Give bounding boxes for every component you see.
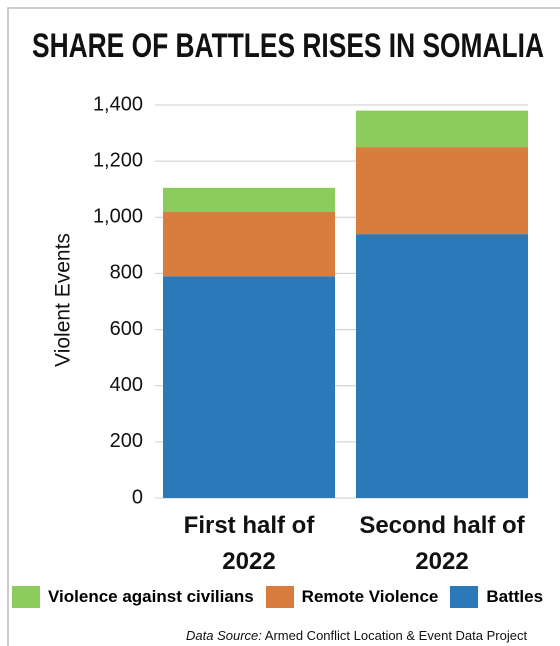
legend-item: Violence against civilians [12, 586, 254, 608]
bar-segment [356, 147, 528, 235]
legend-label: Remote Violence [301, 587, 439, 606]
y-tick-label: 1,400 [93, 93, 143, 115]
frame [7, 7, 560, 646]
y-tick-label: 0 [132, 486, 143, 508]
legend-swatch [265, 586, 294, 608]
legend-item: Remote Violence [265, 586, 439, 608]
legend-label: Battles [486, 587, 544, 606]
legend-label: Violence against civilians [48, 587, 254, 606]
bar-segment [356, 110, 528, 148]
bar-segment [163, 276, 335, 498]
legend-item: Battles [450, 586, 543, 608]
source: Data Source: Armed Conflict Location & E… [186, 628, 527, 643]
y-tick-label: 1,000 [93, 206, 143, 228]
y-axis-label: Violent Events [52, 233, 75, 367]
chart-title: SHARE OF BATTLES RISES IN SOMALIA [32, 27, 544, 65]
y-tick-label: 600 [110, 318, 143, 340]
bar-segment [163, 187, 335, 212]
legend: Violence against civilians Remote Violenc… [12, 586, 543, 608]
y-tick-label: 400 [110, 374, 143, 396]
legend-swatch [12, 586, 40, 608]
source-label: Data Source: [186, 628, 262, 643]
y-tick-label: 1,200 [93, 149, 143, 171]
bar-segment [163, 211, 335, 277]
x-tick-label: Second half of 2022 [359, 512, 525, 575]
y-tick-label: 200 [110, 430, 143, 452]
legend-swatch [450, 586, 479, 608]
x-tick-label: First half of 2022 [183, 512, 315, 575]
bar-segment [356, 234, 528, 498]
source-text: Armed Conflict Location & Event Data Pro… [264, 628, 528, 643]
y-tick-label: 800 [110, 262, 143, 284]
